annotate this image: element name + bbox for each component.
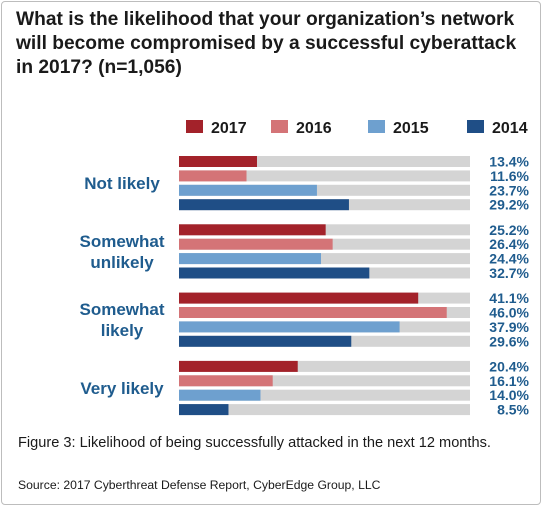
bar-track [179,253,470,265]
bar-2014 [179,199,349,211]
bar-track [179,170,470,182]
bar-2017 [179,224,326,236]
data-label-2014: 32.7% [489,265,529,281]
category-label: Somewhat [79,300,164,319]
legend-swatch-2016 [271,120,288,133]
bar-2017 [179,360,298,372]
bar-2016 [179,170,247,182]
bar-track [179,375,470,387]
bar-track [179,360,470,372]
bar-2015 [179,253,322,265]
bar-track [179,156,470,167]
bar-2014 [179,335,352,347]
data-label-2017: 13.4% [489,154,529,170]
legend-swatch-2017 [186,120,203,133]
data-label-2017: 25.2% [489,222,529,238]
data-label-2015: 24.4% [489,251,529,267]
bar-2017 [179,156,257,167]
data-label-2016: 11.6% [490,168,529,184]
data-label-2015: 37.9% [489,319,529,335]
data-label-2015: 14.0% [489,387,529,403]
category-label: likely [101,321,144,340]
data-label-2014: 29.2% [489,197,529,213]
data-label-2014: 8.5% [497,402,529,418]
bar-2017 [179,292,419,304]
chart-title: What is the likelihood that your organiz… [16,9,517,78]
bar-2016 [179,307,447,318]
bar-2015 [179,389,261,401]
category-label: Very likely [80,379,164,398]
legend-label-2016: 2016 [296,120,332,137]
data-label-2016: 46.0% [489,305,529,321]
figure-caption: Figure 3: Likelihood of being successful… [18,435,491,451]
source-note: Source: 2017 Cyberthreat Defense Report,… [18,478,381,492]
bar-2015 [179,184,317,196]
bar-track [179,184,470,196]
bar-2014 [179,267,370,279]
data-label-2017: 41.1% [489,290,529,306]
data-label-2014: 29.6% [489,333,529,349]
legend-swatch-2014 [467,120,484,133]
legend-swatch-2015 [368,120,385,133]
legend-label-2015: 2015 [393,120,429,137]
data-label-2016: 26.4% [489,236,529,252]
data-label-2017: 20.4% [489,358,529,374]
bar-2014 [179,404,229,416]
legend-label-2017: 2017 [211,120,247,137]
category-label: Somewhat [79,232,164,251]
category-label: Not likely [84,174,160,193]
bar-track [179,389,470,401]
bar-track [179,404,470,416]
category-label: unlikely [90,253,154,272]
data-label-2015: 23.7% [489,182,529,198]
bar-2016 [179,375,273,387]
legend-label-2014: 2014 [492,120,528,137]
data-label-2016: 16.1% [489,373,529,389]
bar-2016 [179,238,333,250]
bar-2015 [179,321,400,333]
